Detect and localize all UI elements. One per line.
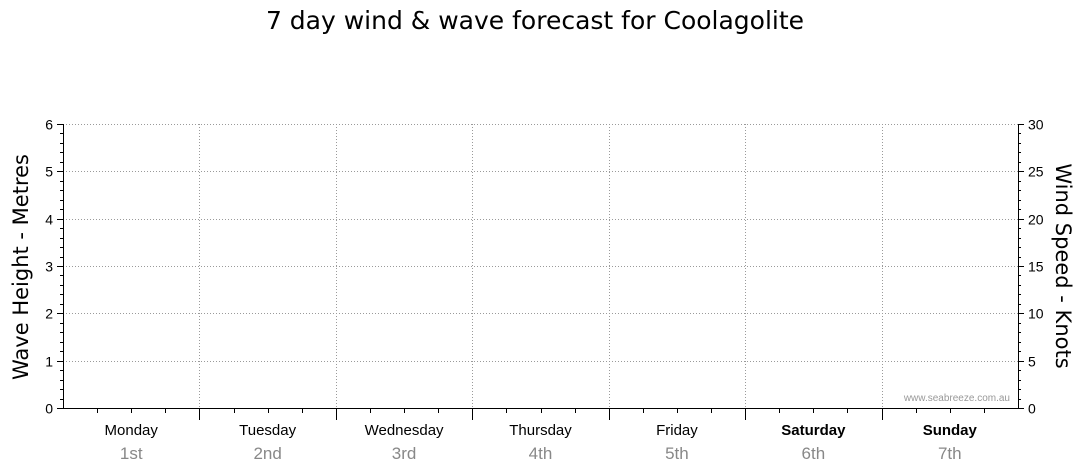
day-date-label: 5th [665, 444, 689, 463]
day-date-label: 7th [938, 444, 962, 463]
left-tick-label: 3 [45, 259, 53, 275]
day-date-label: 3rd [392, 444, 417, 463]
day-name-label: Tuesday [239, 422, 296, 439]
right-tick-label: 25 [1028, 164, 1044, 180]
right-tick-label: 30 [1028, 117, 1044, 133]
chart-title: 7 day wind & wave forecast for Coolagoli… [265, 6, 805, 35]
right-tick-label: 20 [1028, 212, 1044, 228]
right-axis-ticks: 0 5 10 15 20 25 30 [1018, 117, 1044, 417]
right-tick-label: 5 [1028, 354, 1036, 370]
grid-lines [63, 124, 1018, 408]
axes [63, 124, 1019, 420]
day-date-label: 4th [529, 444, 553, 463]
left-tick-label: 4 [45, 212, 53, 228]
day-labels: Monday 1st Tuesday 2nd Wednesday 3rd Thursday 4… [105, 422, 978, 463]
left-tick-label: 1 [45, 354, 53, 370]
day-date-label: 6th [802, 444, 826, 463]
day-name-label: Saturday [781, 422, 846, 439]
left-axis-ticks: 0 1 2 3 4 5 6 [45, 117, 63, 417]
day-name-label: Monday [105, 422, 159, 439]
day-date-label: 1st [120, 444, 143, 463]
left-axis-title: Wave Height - Metres [9, 154, 33, 380]
watermark-text: www.seabreeze.com.au [903, 393, 1010, 404]
day-date-label: 2nd [253, 444, 281, 463]
right-axis-title: Wind Speed - Knots [1051, 163, 1075, 368]
right-tick-label: 0 [1028, 401, 1036, 417]
day-name-label: Friday [656, 422, 698, 439]
right-tick-label: 15 [1028, 259, 1044, 275]
left-tick-label: 2 [45, 306, 53, 322]
right-tick-label: 10 [1028, 306, 1044, 322]
day-name-label: Thursday [509, 422, 572, 439]
day-name-label: Sunday [923, 422, 978, 439]
day-name-label: Wednesday [365, 422, 444, 439]
left-tick-label: 0 [45, 401, 53, 417]
left-tick-label: 6 [45, 117, 53, 133]
left-tick-label: 5 [45, 164, 53, 180]
